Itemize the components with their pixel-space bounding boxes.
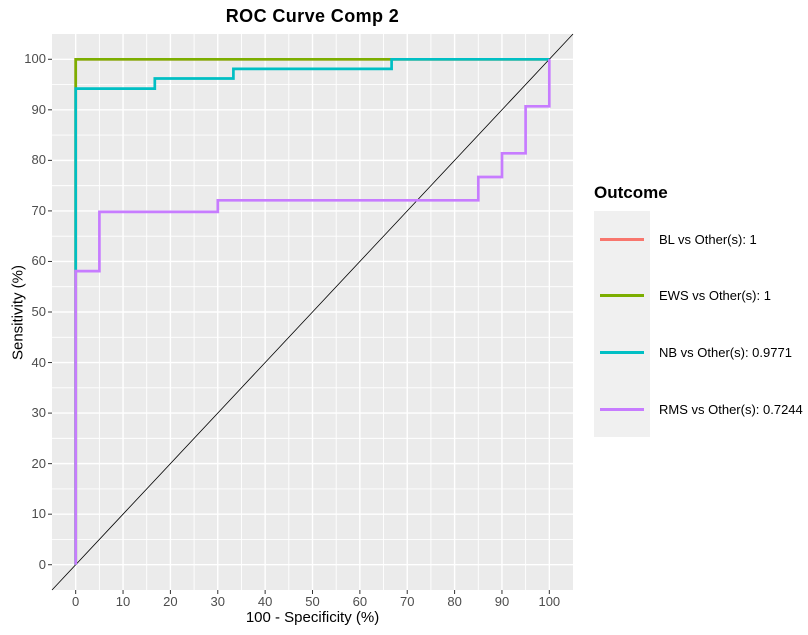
y-tick-label: 20 xyxy=(31,455,46,471)
y-tick-label: 0 xyxy=(38,556,46,572)
legend-item-RMS: RMS vs Other(s): 0.7244 xyxy=(594,380,806,438)
x-tick-label: 10 xyxy=(115,594,131,609)
x-tick-label: 30 xyxy=(210,594,225,609)
legend-item-NB: NB vs Other(s): 0.9771 xyxy=(594,324,806,381)
roc-curve-RMS xyxy=(74,59,551,565)
legend-label: EWS vs Other(s): 1 xyxy=(659,288,771,304)
legend-line-swatch xyxy=(600,237,644,241)
x-tick-label: 90 xyxy=(494,594,510,609)
x-tick-label: 50 xyxy=(305,594,320,609)
legend-title: Outcome xyxy=(594,183,668,202)
y-tick-label: 70 xyxy=(31,202,46,218)
y-tick-label: 100 xyxy=(24,51,46,67)
y-tick-label: 90 xyxy=(31,101,46,117)
legend-line-swatch xyxy=(600,407,644,411)
legend-item-EWS: EWS vs Other(s): 1 xyxy=(594,267,806,325)
legend-label: RMS vs Other(s): 0.7244 xyxy=(659,401,803,417)
x-tick-label: 100 xyxy=(538,594,561,609)
legend: Outcome BL vs Other(s): 1 EWS vs Other(s)… xyxy=(594,183,806,438)
x-tick-label: 80 xyxy=(447,594,462,609)
legend-item-BL: BL vs Other(s): 1 xyxy=(594,211,806,268)
legend-items: BL vs Other(s): 1 EWS vs Other(s): 1 NB vs… xyxy=(594,211,806,438)
legend-key xyxy=(594,380,650,438)
y-tick-label: 60 xyxy=(31,253,46,269)
legend-key xyxy=(594,267,650,325)
y-tick-label: 40 xyxy=(31,354,46,370)
x-axis-title: 100 - Specificity (%) xyxy=(245,609,380,626)
y-tick-label: 50 xyxy=(31,304,46,319)
x-tick-label: 40 xyxy=(257,594,273,609)
x-tick-label: 0 xyxy=(72,594,80,609)
x-tick-label: 70 xyxy=(399,594,415,609)
plot-title: ROC Curve Comp 2 xyxy=(225,6,400,26)
y-tick-label: 30 xyxy=(31,405,46,421)
y-tick-label: 80 xyxy=(31,152,46,168)
legend-line-swatch xyxy=(600,294,644,298)
chance-diagonal-line xyxy=(51,33,574,591)
axis-tick-marks xyxy=(48,58,550,594)
x-tick-label: 60 xyxy=(352,594,368,609)
plot-panel xyxy=(48,33,574,594)
legend-label: NB vs Other(s): 0.9771 xyxy=(659,344,792,360)
legend-line-swatch xyxy=(600,350,644,354)
legend-key xyxy=(594,324,650,381)
y-axis-title: Sensitivity (%) xyxy=(9,264,27,361)
y-tick-label: 10 xyxy=(31,506,46,522)
x-tick-label: 20 xyxy=(163,594,178,609)
legend-label: BL vs Other(s): 1 xyxy=(659,231,757,247)
roc-curve-NB xyxy=(74,57,550,565)
legend-key xyxy=(594,211,650,268)
